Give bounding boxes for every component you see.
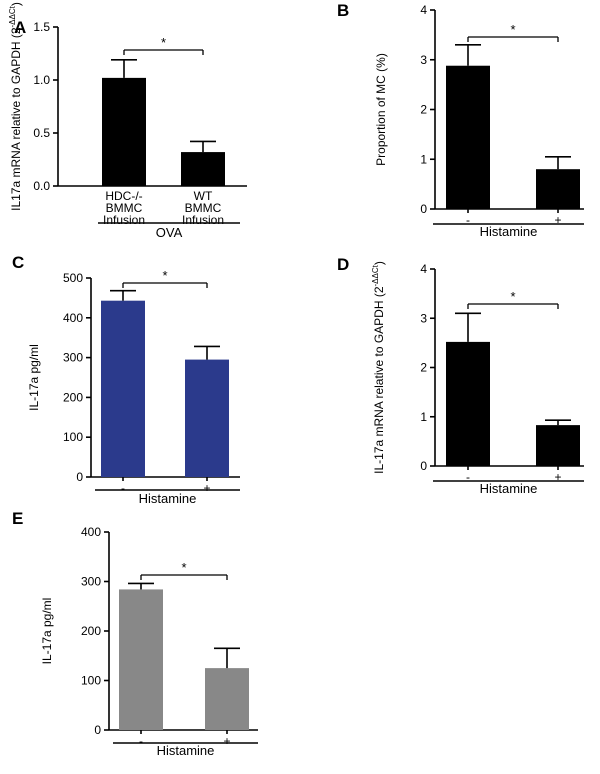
y-tick-label: 400 [81, 525, 101, 539]
y-axis-label: IL-17a pg/ml [27, 344, 41, 411]
y-tick-label: 3 [420, 53, 427, 67]
bar [101, 300, 145, 477]
y-tick-label: 4 [420, 3, 427, 17]
y-tick-label: 0.5 [33, 126, 50, 140]
x-tick-label: + [554, 213, 561, 227]
panel-b: B 0 1 2 3 4 Proportion of MC (%) - + * Histamine [337, 1, 584, 239]
significance-star: * [181, 560, 186, 575]
x-tick-label: HDC-/- [105, 189, 142, 203]
y-tick-label: 1 [420, 152, 427, 166]
y-tick-label: 0.0 [33, 179, 50, 193]
y-axis-label-close: ) [372, 261, 386, 265]
panel-label: C [12, 253, 24, 272]
y-tick-label: 100 [63, 430, 83, 444]
y-axis-label-superscript: -ΔΔCt [371, 264, 380, 286]
panel-c: C 0 100 200 300 400 500 IL-17a pg/ml - + * Histamin… [12, 253, 240, 506]
bar [446, 65, 490, 209]
group-label: Histamine [139, 491, 197, 506]
y-tick-label: 300 [63, 351, 83, 365]
x-tick-label: Infusion [182, 213, 224, 227]
significance-star: * [510, 289, 515, 304]
x-tick-label: WT [194, 189, 213, 203]
y-axis-label-text: IL-17a mRNA relative to GAPDH (2 [372, 286, 386, 474]
y-axis-label-close: ) [9, 2, 23, 6]
x-tick-label: - [466, 213, 470, 227]
y-axis-label-text: IL-17a pg/ml [40, 598, 54, 665]
y-axis-label-text: IL17a mRNA relative to GAPDH (2 [9, 27, 23, 211]
bar [536, 169, 580, 209]
bar [205, 668, 249, 730]
x-tick-label: BMMC [106, 201, 143, 215]
y-axis-label: IL-17a pg/ml [40, 598, 54, 665]
x-tick-label: BMMC [185, 201, 222, 215]
x-tick-label: + [554, 470, 561, 484]
panel-d: D 0 1 2 3 4 IL-17a mRNA relative to GAPDH (2-Δ… [337, 255, 584, 496]
significance-star: * [162, 268, 167, 283]
y-tick-label: 1 [420, 410, 427, 424]
significance-star: * [161, 35, 166, 50]
y-axis-label: Proportion of MC (%) [374, 53, 388, 166]
bar [536, 425, 580, 466]
y-tick-label: 0 [420, 202, 427, 216]
y-tick-label: 200 [63, 390, 83, 404]
group-label: Histamine [480, 481, 538, 496]
panel-label: E [12, 509, 23, 528]
x-tick-label: - [121, 481, 125, 495]
x-tick-label: - [139, 734, 143, 748]
bar [446, 341, 490, 466]
y-axis-label: IL-17a mRNA relative to GAPDH (2-ΔΔCt) [371, 261, 386, 474]
bar [185, 359, 229, 477]
y-tick-label: 4 [420, 262, 427, 276]
panel-label: B [337, 1, 349, 20]
panel-a: A 0.0 0.5 1.0 1.5 IL17a mRNA relative to GAPD… [8, 2, 247, 240]
bar [102, 77, 146, 186]
y-axis-label-text: IL-17a pg/ml [27, 344, 41, 411]
x-tick-label: Infusion [103, 213, 145, 227]
y-tick-label: 3 [420, 311, 427, 325]
y-tick-label: 200 [81, 624, 101, 638]
group-label: Histamine [480, 224, 538, 239]
y-tick-label: 2 [420, 361, 427, 375]
y-tick-label: 2 [420, 103, 427, 117]
panel-e: E 0 100 200 300 400 IL-17a pg/ml - + * Histamine [12, 509, 258, 758]
group-label: Histamine [157, 743, 215, 758]
y-tick-label: 400 [63, 311, 83, 325]
y-tick-label: 1.0 [33, 73, 50, 87]
panel-label: D [337, 255, 349, 274]
y-tick-label: 300 [81, 575, 101, 589]
y-axis-label-superscript: -ΔΔCt [8, 5, 17, 27]
y-tick-label: 500 [63, 271, 83, 285]
x-tick-label: - [466, 470, 470, 484]
y-axis-label: IL17a mRNA relative to GAPDH (2-ΔΔCt) [8, 2, 23, 211]
panel-label: A [14, 18, 26, 37]
y-axis-label-text: Proportion of MC (%) [374, 53, 388, 166]
x-tick-label: + [223, 734, 230, 748]
y-tick-label: 0 [94, 723, 101, 737]
bar [181, 152, 225, 186]
y-tick-label: 0 [76, 470, 83, 484]
y-tick-label: 1.5 [33, 20, 50, 34]
x-tick-label: + [203, 481, 210, 495]
y-tick-label: 100 [81, 674, 101, 688]
y-tick-label: 0 [420, 459, 427, 473]
group-label: OVA [156, 225, 183, 240]
significance-star: * [510, 22, 515, 37]
bar [119, 589, 163, 730]
